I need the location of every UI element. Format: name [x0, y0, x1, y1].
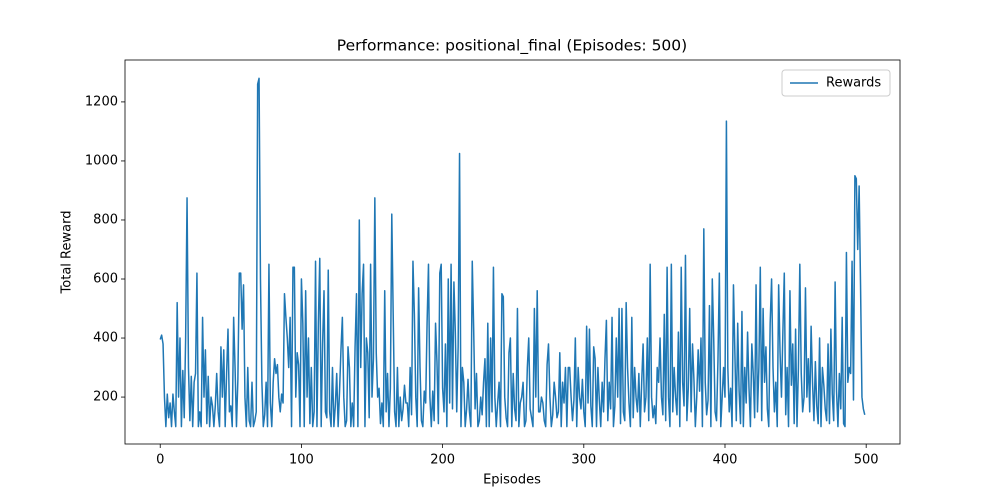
- x-tick-label: 100: [289, 453, 314, 468]
- x-tick-label: 200: [430, 453, 455, 468]
- y-tick-label: 200: [93, 390, 118, 405]
- y-tick-label: 1200: [85, 94, 118, 109]
- y-tick-label: 1000: [85, 153, 118, 168]
- y-tick-label: 600: [93, 272, 118, 287]
- legend-label: Rewards: [826, 76, 881, 91]
- x-tick-label: 400: [713, 453, 738, 468]
- plot-frame: [124, 59, 901, 445]
- y-tick-label: 800: [93, 212, 118, 227]
- y-tick-label: 400: [93, 331, 118, 346]
- line-series: [159, 77, 866, 428]
- y-axis-label: Total Reward: [60, 211, 75, 295]
- x-tick-label: 500: [854, 453, 879, 468]
- x-axis-label: Episodes: [483, 473, 541, 488]
- x-tick-label: 0: [156, 453, 164, 468]
- x-tick-label: 300: [571, 453, 596, 468]
- legend-box: [781, 69, 891, 97]
- chart-title: Performance: positional_final (Episodes:…: [337, 37, 687, 56]
